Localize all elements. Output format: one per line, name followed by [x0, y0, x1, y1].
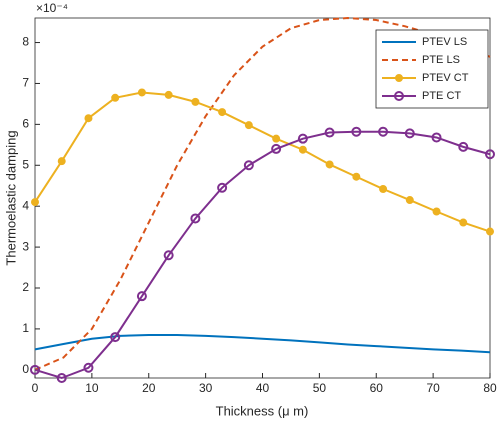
data-point [272, 134, 281, 143]
y-tick-label: 7 [22, 76, 29, 90]
y-axis-label: Thermoelastic damping [3, 130, 18, 265]
series-line [34, 16, 491, 371]
x-tick-label: 30 [199, 381, 213, 395]
x-tick-label: 10 [85, 381, 99, 395]
y-tick-label: 0 [22, 362, 29, 376]
y-tick-label: 5 [22, 157, 29, 171]
data-point [244, 121, 253, 130]
x-axis-label: Thickness (μ m) [216, 403, 309, 418]
data-point [485, 149, 495, 160]
data-point [217, 182, 228, 193]
data-point [191, 97, 200, 106]
data-point [432, 207, 441, 216]
data-point [297, 133, 308, 144]
data-point [57, 157, 66, 166]
y-tick-label: 1 [22, 321, 29, 335]
data-point [458, 141, 469, 152]
data-point [31, 198, 39, 207]
x-tick-label: 70 [426, 381, 440, 395]
legend-marker [394, 91, 404, 101]
data-point [111, 93, 120, 102]
y-multiplier: ×10⁻⁴ [36, 1, 68, 15]
x-tick-label: 80 [483, 381, 497, 395]
x-tick-label: 50 [313, 381, 327, 395]
legend-label: PTEV LS [422, 36, 467, 48]
data-point [190, 213, 201, 224]
data-point [271, 143, 282, 154]
data-point [84, 114, 93, 123]
legend-label: PTE CT [422, 90, 461, 102]
data-point [218, 108, 227, 117]
data-point [404, 128, 415, 139]
data-point [164, 90, 173, 99]
data-point [379, 185, 388, 193]
series-line [34, 91, 491, 233]
y-tick-label: 4 [22, 198, 29, 212]
data-point [431, 132, 442, 143]
data-point [163, 250, 174, 261]
data-point [298, 145, 307, 154]
y-tick-label: 3 [22, 239, 29, 253]
data-point [352, 172, 361, 181]
y-tick-label: 6 [22, 117, 29, 131]
legend-label: PTE LS [422, 54, 460, 66]
series-line [34, 130, 491, 380]
legend-label: PTEV CT [422, 72, 469, 84]
x-tick-label: 20 [142, 381, 156, 395]
data-point [137, 88, 146, 97]
data-point [56, 373, 67, 383]
data-point [30, 364, 40, 375]
data-point [351, 126, 362, 137]
data-point [405, 196, 414, 205]
data-point [136, 291, 147, 302]
legend-marker [395, 74, 403, 82]
data-point [459, 218, 468, 227]
y-tick-label: 2 [22, 280, 29, 294]
data-point [243, 160, 254, 171]
data-point [83, 362, 94, 373]
data-point [110, 332, 121, 343]
x-tick-label: 0 [32, 381, 39, 395]
x-tick-label: 60 [370, 381, 384, 395]
data-point [325, 160, 334, 169]
data-point [378, 126, 389, 137]
x-tick-label: 40 [256, 381, 270, 395]
data-point [486, 227, 494, 236]
data-point [324, 127, 335, 138]
y-tick-label: 8 [22, 35, 29, 49]
